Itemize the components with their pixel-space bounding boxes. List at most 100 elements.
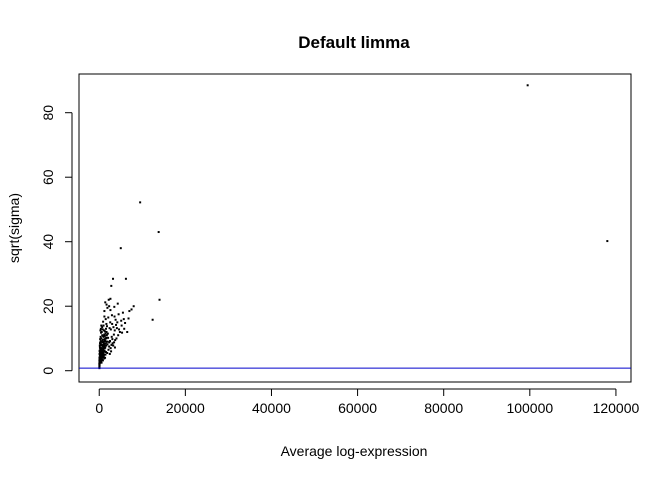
data-point bbox=[115, 323, 118, 326]
x-tick-label: 0 bbox=[95, 400, 103, 416]
points-layer bbox=[98, 84, 609, 370]
data-point bbox=[99, 335, 102, 338]
data-point bbox=[110, 284, 113, 287]
data-point bbox=[102, 353, 105, 356]
x-tick-label: 40000 bbox=[252, 400, 291, 416]
data-point bbox=[100, 324, 103, 327]
data-point bbox=[110, 350, 113, 353]
y-axis: 0 20 40 60 80 bbox=[40, 105, 73, 375]
data-point bbox=[127, 317, 130, 320]
data-point bbox=[114, 339, 117, 342]
data-point bbox=[98, 346, 101, 349]
data-point bbox=[124, 321, 127, 324]
data-point bbox=[102, 324, 105, 327]
y-tick-label: 20 bbox=[40, 298, 56, 314]
data-point bbox=[104, 332, 107, 335]
y-tick-label: 0 bbox=[40, 367, 56, 375]
data-point bbox=[109, 328, 112, 331]
data-point bbox=[124, 277, 127, 280]
data-point bbox=[104, 318, 107, 321]
y-tick-label: 80 bbox=[40, 105, 56, 121]
data-point bbox=[109, 347, 112, 350]
x-axis: 0 20000 40000 60000 80000 100000 120000 bbox=[95, 388, 640, 416]
data-point bbox=[107, 348, 110, 351]
data-point bbox=[112, 344, 115, 347]
data-point bbox=[104, 342, 107, 345]
data-point bbox=[102, 335, 105, 338]
data-point bbox=[112, 326, 115, 329]
plot-frame bbox=[78, 73, 632, 383]
data-point bbox=[99, 327, 102, 330]
data-point bbox=[132, 305, 135, 308]
data-point bbox=[109, 309, 112, 312]
data-point bbox=[105, 337, 108, 340]
data-point bbox=[100, 357, 103, 360]
data-point bbox=[105, 322, 108, 325]
data-point bbox=[99, 347, 102, 350]
y-tick-label: 60 bbox=[40, 169, 56, 185]
data-point bbox=[101, 359, 104, 362]
data-point bbox=[108, 341, 111, 344]
data-point bbox=[119, 247, 122, 250]
data-point bbox=[103, 315, 106, 318]
data-point bbox=[113, 315, 116, 318]
data-point bbox=[103, 310, 106, 313]
data-point bbox=[118, 328, 121, 331]
data-point bbox=[103, 350, 106, 353]
data-point bbox=[99, 329, 102, 332]
data-point bbox=[103, 338, 106, 341]
x-tick-label: 80000 bbox=[424, 400, 463, 416]
data-point bbox=[606, 240, 609, 243]
data-point bbox=[121, 311, 124, 314]
data-point bbox=[110, 335, 113, 338]
x-tick-label: 20000 bbox=[166, 400, 205, 416]
data-point bbox=[108, 352, 111, 355]
data-point bbox=[103, 347, 106, 350]
data-point bbox=[100, 361, 103, 364]
x-tick-label: 60000 bbox=[338, 400, 377, 416]
data-point bbox=[108, 345, 111, 348]
data-point bbox=[104, 301, 107, 304]
data-point bbox=[106, 306, 109, 309]
data-point bbox=[101, 326, 104, 329]
data-point bbox=[100, 337, 103, 340]
data-point bbox=[99, 338, 102, 341]
data-point bbox=[100, 347, 103, 350]
x-axis-label: Average log-expression bbox=[281, 443, 428, 459]
data-point bbox=[126, 331, 129, 334]
data-point bbox=[111, 338, 114, 341]
data-point bbox=[107, 298, 110, 301]
data-point bbox=[128, 310, 131, 313]
data-point bbox=[106, 351, 109, 354]
data-point bbox=[108, 327, 111, 330]
data-point bbox=[122, 318, 125, 321]
data-point bbox=[115, 337, 118, 340]
data-point bbox=[113, 305, 116, 308]
data-point bbox=[158, 298, 161, 301]
data-point bbox=[113, 341, 116, 344]
data-point bbox=[111, 342, 114, 345]
data-point bbox=[116, 321, 119, 324]
data-point bbox=[102, 340, 105, 343]
data-point bbox=[101, 344, 104, 347]
data-point bbox=[104, 356, 107, 359]
data-point bbox=[106, 332, 109, 335]
x-tick-label: 120000 bbox=[593, 400, 640, 416]
data-point bbox=[105, 340, 108, 343]
data-point bbox=[102, 356, 105, 359]
data-point bbox=[105, 331, 108, 334]
data-point bbox=[104, 340, 107, 343]
data-point bbox=[123, 327, 126, 330]
data-point bbox=[105, 334, 108, 337]
data-point bbox=[113, 329, 116, 332]
data-point bbox=[102, 329, 105, 332]
data-point bbox=[111, 322, 114, 325]
data-point bbox=[103, 344, 106, 347]
data-point bbox=[110, 343, 113, 346]
data-point bbox=[117, 313, 120, 316]
data-point bbox=[98, 354, 101, 357]
data-point bbox=[107, 316, 110, 319]
data-point bbox=[103, 342, 106, 345]
data-point bbox=[106, 340, 109, 343]
data-point bbox=[130, 308, 133, 311]
